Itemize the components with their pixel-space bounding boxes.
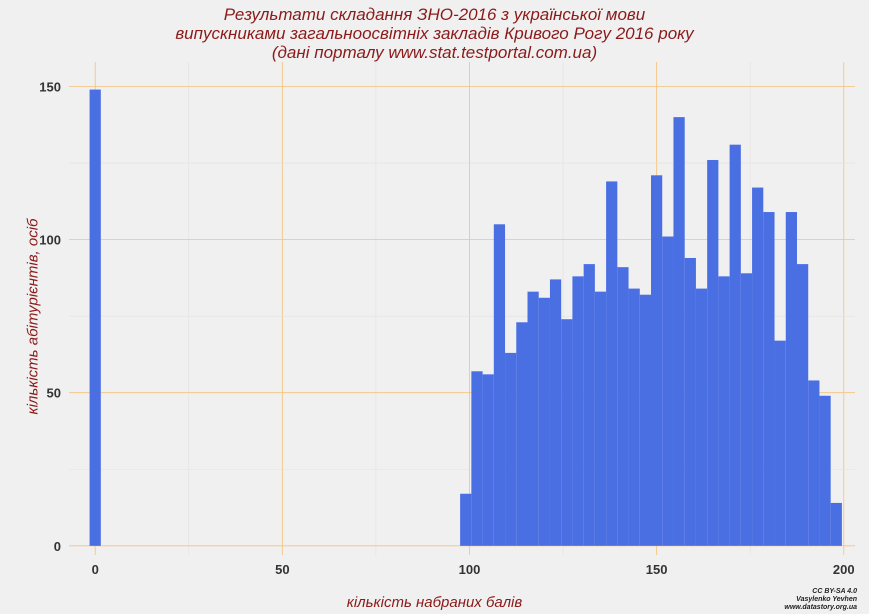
histogram-bar	[561, 319, 573, 546]
histogram-bar	[684, 257, 696, 546]
chart-title-line-1: Результати складання ЗНО-2016 з українсь…	[223, 5, 646, 24]
histogram-bar	[482, 374, 494, 546]
chart-title-line-3: (дані порталу www.stat.testportal.com.ua…	[271, 43, 598, 62]
histogram-bar	[583, 264, 595, 546]
y-axis-title: кількість абітурієнтів, осіб	[24, 218, 42, 415]
histogram-bar	[729, 144, 741, 546]
x-tick-label: 0	[92, 562, 99, 577]
histogram-bar	[538, 297, 550, 546]
histogram-bar	[819, 395, 831, 546]
credit-author: Vasylenko Yevhen	[796, 596, 857, 603]
histogram-bar	[718, 276, 730, 546]
histogram-bar	[740, 273, 753, 546]
x-tick-label: 50	[275, 562, 289, 577]
histogram-bar	[89, 89, 101, 546]
histogram-bar	[628, 288, 640, 546]
histogram-bar	[471, 371, 483, 546]
histogram-bar	[695, 288, 708, 546]
x-tick-label: 150	[646, 562, 668, 577]
histogram-bar	[785, 212, 797, 546]
credit-website: www.datastory.org.ua	[784, 604, 857, 611]
histogram-bar	[651, 175, 663, 546]
histogram-bar	[639, 294, 652, 546]
histogram-bar	[796, 264, 809, 546]
y-tick-label: 0	[54, 539, 61, 554]
credit-license: CC BY-SA 4.0	[812, 588, 857, 595]
histogram-bar	[594, 291, 607, 546]
y-tick-label: 50	[47, 386, 61, 401]
histogram-bar	[460, 493, 472, 546]
y-tick-label: 150	[39, 79, 61, 94]
histogram-bar	[527, 291, 539, 546]
histogram-bar	[707, 159, 719, 546]
histogram-bar	[572, 276, 584, 546]
histogram-bar	[493, 224, 506, 546]
x-tick-label: 100	[459, 562, 481, 577]
histogram-bar	[617, 267, 629, 546]
histogram-bar	[662, 236, 674, 546]
histogram-bar	[673, 117, 685, 546]
credit-note: CC BY-SA 4.0 Vasylenko Yevhen www.datast…	[784, 588, 857, 612]
histogram-bar	[505, 352, 517, 546]
histogram-bar	[763, 212, 775, 546]
histogram-bar	[606, 181, 618, 546]
histogram-bar	[549, 279, 562, 546]
histogram-bar	[774, 340, 786, 546]
histogram-bar	[516, 322, 528, 546]
histogram-bar	[752, 187, 764, 546]
histogram-bar	[830, 502, 842, 546]
x-tick-label: 200	[833, 562, 855, 577]
y-tick-label: 100	[39, 233, 61, 248]
histogram-bar	[808, 380, 820, 546]
chart-title-line-2: випускниками загальноосвітніх закладів К…	[175, 24, 694, 43]
x-axis-title: кількість набраних балів	[346, 594, 523, 611]
